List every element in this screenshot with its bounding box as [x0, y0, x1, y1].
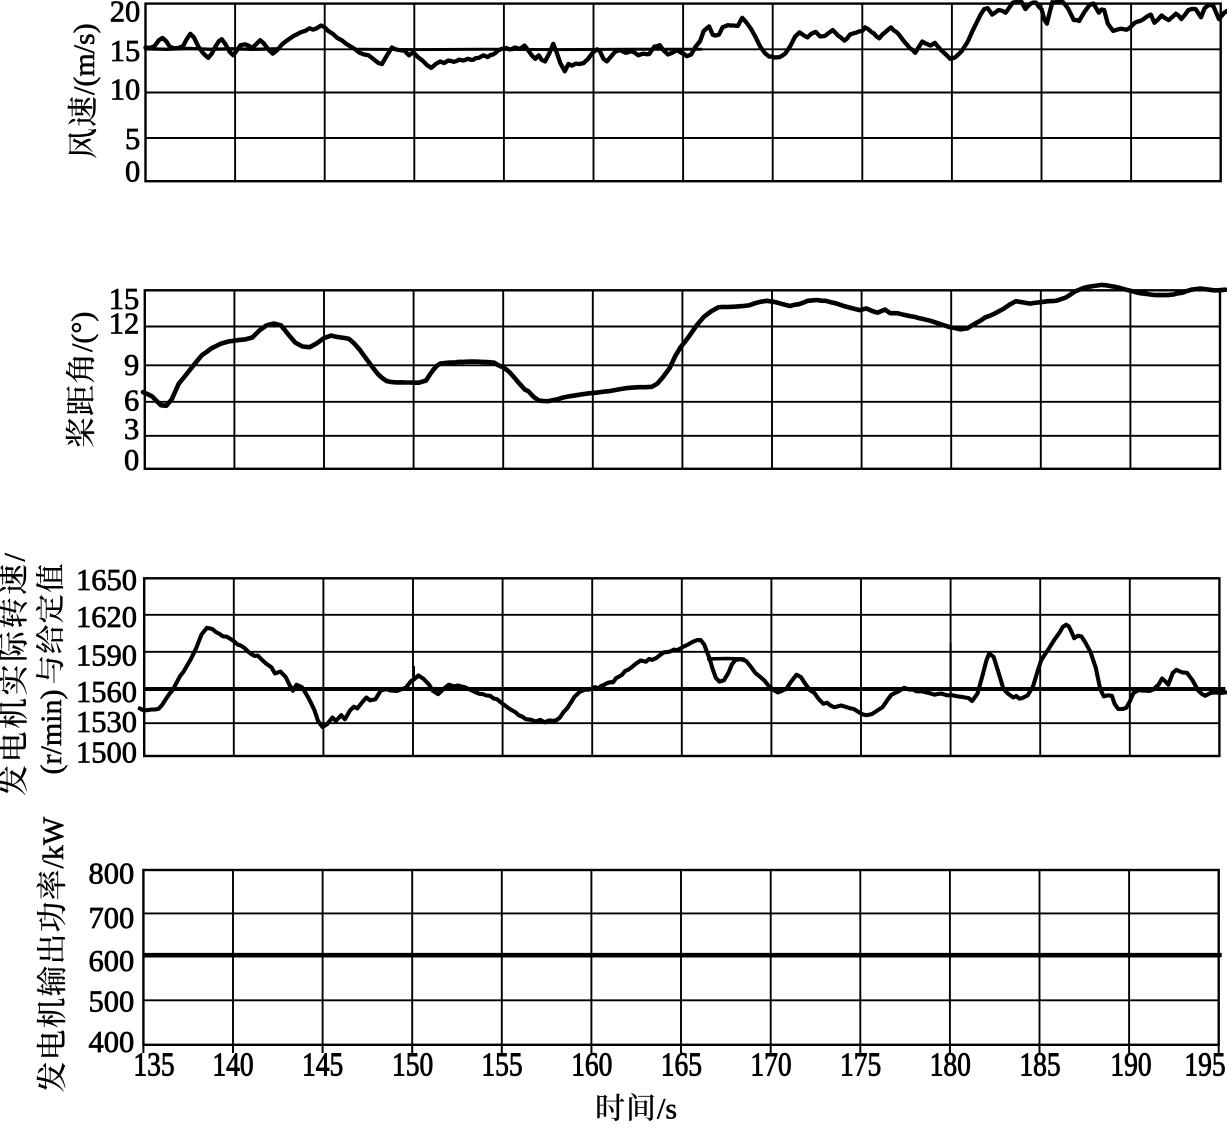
svg-text:/(°): /(°) [66, 312, 99, 352]
svg-text:/kW: /kW [37, 816, 70, 868]
svg-text:10: 10 [110, 73, 141, 107]
svg-text:3: 3 [124, 412, 139, 446]
svg-text:5: 5 [125, 122, 140, 156]
svg-text:9: 9 [124, 348, 139, 382]
svg-text:15: 15 [109, 282, 140, 316]
svg-text:160: 160 [571, 1046, 612, 1083]
svg-text:135: 135 [133, 1046, 174, 1083]
svg-text:400: 400 [88, 1025, 134, 1059]
svg-text:600: 600 [88, 944, 134, 978]
svg-text:6: 6 [124, 384, 139, 418]
svg-text:155: 155 [481, 1046, 522, 1083]
svg-text:0: 0 [124, 443, 139, 477]
svg-text:1560: 1560 [76, 675, 137, 709]
svg-text:/s: /s [657, 1093, 677, 1125]
svg-text:700: 700 [88, 901, 134, 935]
svg-text:185: 185 [1019, 1046, 1060, 1083]
svg-text:1620: 1620 [76, 600, 137, 634]
svg-text:1530: 1530 [76, 705, 137, 739]
svg-text:20: 20 [110, 0, 141, 29]
svg-text:150: 150 [392, 1046, 433, 1083]
svg-text:1650: 1650 [76, 563, 137, 597]
svg-text:(r/min): (r/min) [35, 690, 68, 775]
svg-text:/: / [0, 553, 31, 562]
svg-text:15: 15 [110, 34, 141, 68]
svg-text:1500: 1500 [76, 735, 137, 769]
svg-text:190: 190 [1110, 1046, 1151, 1083]
svg-text:500: 500 [88, 984, 134, 1018]
svg-text:175: 175 [840, 1046, 881, 1083]
svg-text:800: 800 [88, 857, 134, 891]
svg-text:180: 180 [930, 1046, 971, 1083]
svg-text:140: 140 [212, 1046, 253, 1083]
svg-text:/(m/s): /(m/s) [68, 23, 101, 95]
svg-text:195: 195 [1184, 1046, 1225, 1083]
svg-text:0: 0 [125, 155, 140, 189]
svg-text:145: 145 [302, 1046, 343, 1083]
svg-text:165: 165 [661, 1046, 702, 1083]
svg-text:170: 170 [750, 1046, 791, 1083]
svg-text:1590: 1590 [76, 638, 137, 672]
svg-text:12: 12 [109, 307, 140, 341]
